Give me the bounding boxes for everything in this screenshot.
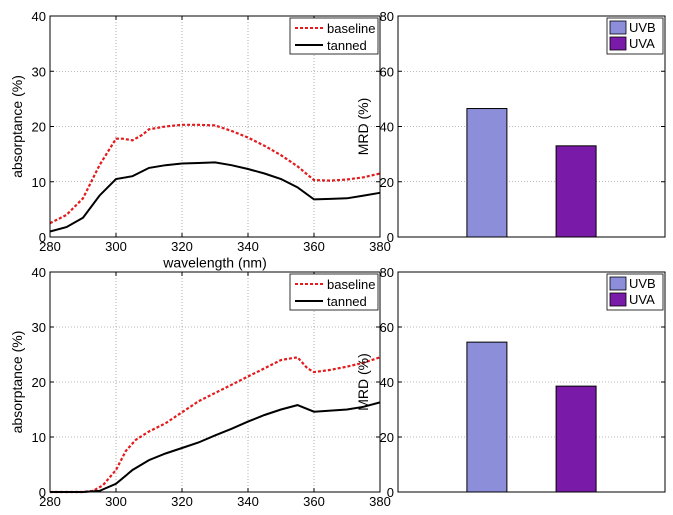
y-tick-label: 80 [380,265,394,280]
legend-swatch-UVA [609,36,627,51]
y-tick-label: 0 [387,230,394,245]
y-tick-label: 20 [380,430,394,445]
x-tick-label: 320 [171,239,193,254]
y-tick-label: 40 [380,120,394,135]
legend-label-tanned: tanned [327,294,367,309]
x-tick-label: 360 [303,239,325,254]
y-axis-label: absorptance (%) [9,331,25,434]
bar-UVA [555,145,597,238]
legend-label-UVA: UVA [629,292,655,307]
chart-1: 0 10 20 30 40 280 300 320 340 360 380 wavelength (n… [9,9,391,270]
plot-frame [49,15,381,238]
y-tick-label: 30 [32,64,46,79]
series-line-tanned [50,401,381,493]
x-tick-label: 300 [105,239,127,254]
legend-swatch-UVB [609,276,627,291]
legend-label-tanned: tanned [327,38,367,53]
legend-label-baseline: baseline [327,21,375,36]
x-tick-label: 340 [237,239,259,254]
bar-UVB [466,108,508,238]
y-tick-label: 10 [32,175,46,190]
y-tick-label: 30 [32,320,46,335]
y-axis-label: MRD (%) [355,98,371,156]
x-axis-label: wavelength (nm) [162,254,267,270]
y-tick-label: 40 [32,265,46,280]
y-tick-label: 40 [380,375,394,390]
x-tick-label: 300 [105,494,127,509]
bar-UVB [466,341,508,493]
y-tick-label: 0 [387,485,394,500]
y-tick-label: 60 [380,320,394,335]
y-tick-label: 0 [39,485,46,500]
legend-box [289,273,379,311]
y-axis-label: absorptance (%) [9,75,25,178]
series-line-tanned [49,161,381,233]
y-tick-label: 0 [39,230,46,245]
plot-frame [397,15,666,238]
y-tick-label: 80 [380,9,394,24]
legend-label-UVA: UVA [629,36,655,51]
legend-swatch-UVB [609,20,627,35]
x-tick-label: 280 [39,239,61,254]
x-tick-label: 380 [369,239,391,254]
series-line-baseline [50,356,381,494]
x-tick-label: 280 [39,494,61,509]
y-axis-label: MRD (%) [355,353,371,411]
y-tick-label: 20 [32,120,46,135]
legend-label-baseline: baseline [327,277,375,292]
y-tick-label: 20 [380,175,394,190]
legend-label-UVB: UVB [629,20,656,35]
plot-frame [397,271,666,493]
legend-label-UVB: UVB [629,276,656,291]
x-tick-label: 340 [237,494,259,509]
y-tick-label: 60 [380,64,394,79]
y-tick-label: 20 [32,375,46,390]
x-tick-label: 360 [303,494,325,509]
bar-UVA [555,385,597,493]
x-tick-label: 380 [369,494,391,509]
y-tick-label: 40 [32,9,46,24]
legend-box [289,17,379,55]
legend-swatch-UVA [609,292,627,307]
x-tick-label: 320 [171,494,193,509]
y-tick-label: 10 [32,430,46,445]
plot-frame [49,271,381,493]
